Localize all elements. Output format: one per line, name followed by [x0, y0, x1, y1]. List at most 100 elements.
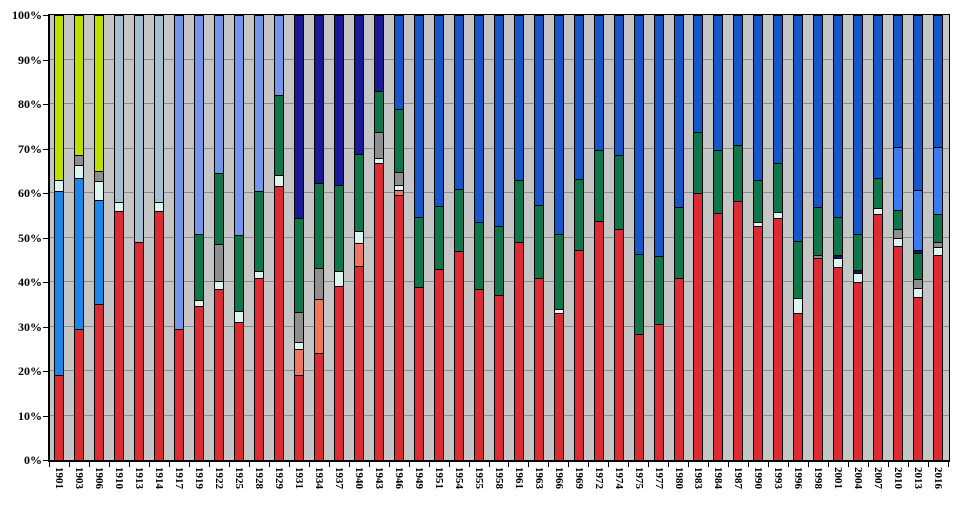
bar-segment — [493, 15, 504, 227]
bar-segment — [313, 183, 324, 268]
bar-segment — [813, 207, 824, 256]
bar-segment — [873, 15, 884, 178]
bar-segment — [833, 267, 844, 460]
bar-1983 — [693, 15, 704, 460]
y-axis-label: 100% — [12, 8, 42, 22]
x-axis-label: 1984 — [712, 467, 725, 489]
bar-segment — [253, 277, 264, 460]
y-axis-label: 50% — [18, 230, 42, 245]
bar-1996 — [793, 15, 804, 460]
x-axis-tick — [688, 462, 690, 467]
bar-segment — [253, 15, 264, 191]
x-axis-tick — [568, 462, 570, 467]
x-axis-tick — [908, 462, 910, 467]
bar-1917 — [174, 15, 185, 460]
bar-segment — [773, 163, 784, 212]
bar-segment — [653, 15, 664, 256]
bar-2004 — [853, 15, 864, 460]
y-axis-label: 40% — [18, 275, 42, 289]
x-axis-tick — [728, 462, 730, 467]
y-axis-tick — [43, 237, 48, 239]
x-axis-tick — [768, 462, 770, 467]
bar-segment — [813, 255, 824, 259]
bar-segment — [393, 171, 404, 185]
bar-segment — [214, 173, 225, 244]
bar-segment — [533, 15, 544, 205]
bar-segment — [413, 287, 424, 460]
x-axis-label: 1913 — [133, 467, 146, 489]
bar-segment — [853, 234, 864, 270]
bar-segment — [373, 158, 384, 164]
bar-segment — [393, 108, 404, 172]
bar-1925 — [234, 15, 244, 460]
bar-1963 — [533, 15, 544, 460]
bar-1958 — [493, 15, 504, 460]
bar-segment — [753, 15, 764, 181]
bar-segment — [913, 279, 924, 289]
x-axis-tick — [928, 462, 930, 467]
y-axis-tick — [43, 282, 48, 283]
bar-segment — [673, 278, 684, 460]
bar-segment — [533, 204, 544, 278]
x-axis-label: 1917 — [173, 467, 186, 489]
x-axis-tick — [448, 462, 450, 467]
bar-segment — [793, 297, 804, 313]
x-axis-tick — [248, 462, 250, 467]
bar-segment — [293, 342, 304, 349]
y-axis-tick — [43, 415, 48, 417]
bar-segment — [693, 132, 704, 193]
bar-segment — [793, 240, 804, 298]
bar-segment — [633, 334, 644, 460]
x-axis-tick — [748, 462, 750, 467]
bar-segment — [553, 15, 564, 234]
bar-2010 — [893, 15, 904, 460]
bar-segment — [833, 216, 844, 256]
bar-2016 — [933, 15, 944, 460]
bar-segment — [333, 285, 344, 460]
bar-segment — [353, 154, 364, 232]
x-axis-tick — [388, 462, 390, 467]
x-axis-label: 1919 — [193, 467, 206, 489]
bar-segment — [74, 328, 85, 460]
bar-segment — [234, 235, 244, 311]
bar-segment — [833, 255, 844, 259]
bar-segment — [933, 246, 944, 256]
x-axis-tick — [408, 462, 410, 467]
bar-segment — [753, 180, 764, 223]
bar-segment — [913, 296, 924, 460]
bar-segment — [713, 15, 724, 151]
bar-segment — [54, 179, 65, 191]
bar-segment — [94, 199, 105, 305]
bar-segment — [933, 146, 944, 214]
x-axis-label: 1996 — [792, 467, 805, 489]
bar-segment — [473, 288, 484, 460]
bar-segment — [573, 178, 584, 250]
bar-segment — [653, 323, 664, 460]
bar-segment — [373, 90, 384, 133]
bar-segment — [893, 209, 904, 229]
bar-1919 — [194, 15, 205, 460]
bar-segment — [773, 211, 784, 218]
x-axis-tick — [808, 462, 810, 467]
bar-segment — [413, 15, 424, 218]
bar-segment — [214, 243, 225, 282]
bar-1946 — [393, 15, 404, 460]
y-axis-tick — [43, 460, 48, 461]
x-axis-label: 1975 — [632, 467, 645, 489]
x-axis-label: 1937 — [332, 467, 345, 489]
x-axis-label: 1972 — [592, 467, 605, 489]
bar-segment — [673, 15, 684, 208]
bar-segment — [54, 375, 65, 460]
bar-segment — [413, 217, 424, 288]
bar-segment — [833, 15, 844, 217]
x-axis-tick — [488, 462, 490, 467]
x-axis-tick — [108, 462, 110, 467]
x-axis-label: 2007 — [872, 467, 885, 489]
bar-segment — [433, 15, 444, 207]
bar-1903 — [74, 15, 85, 460]
x-axis-label: 1946 — [392, 467, 405, 489]
bar-segment — [473, 15, 484, 222]
bar-segment — [553, 309, 564, 313]
bar-segment — [833, 258, 844, 268]
bar-segment — [214, 281, 225, 290]
